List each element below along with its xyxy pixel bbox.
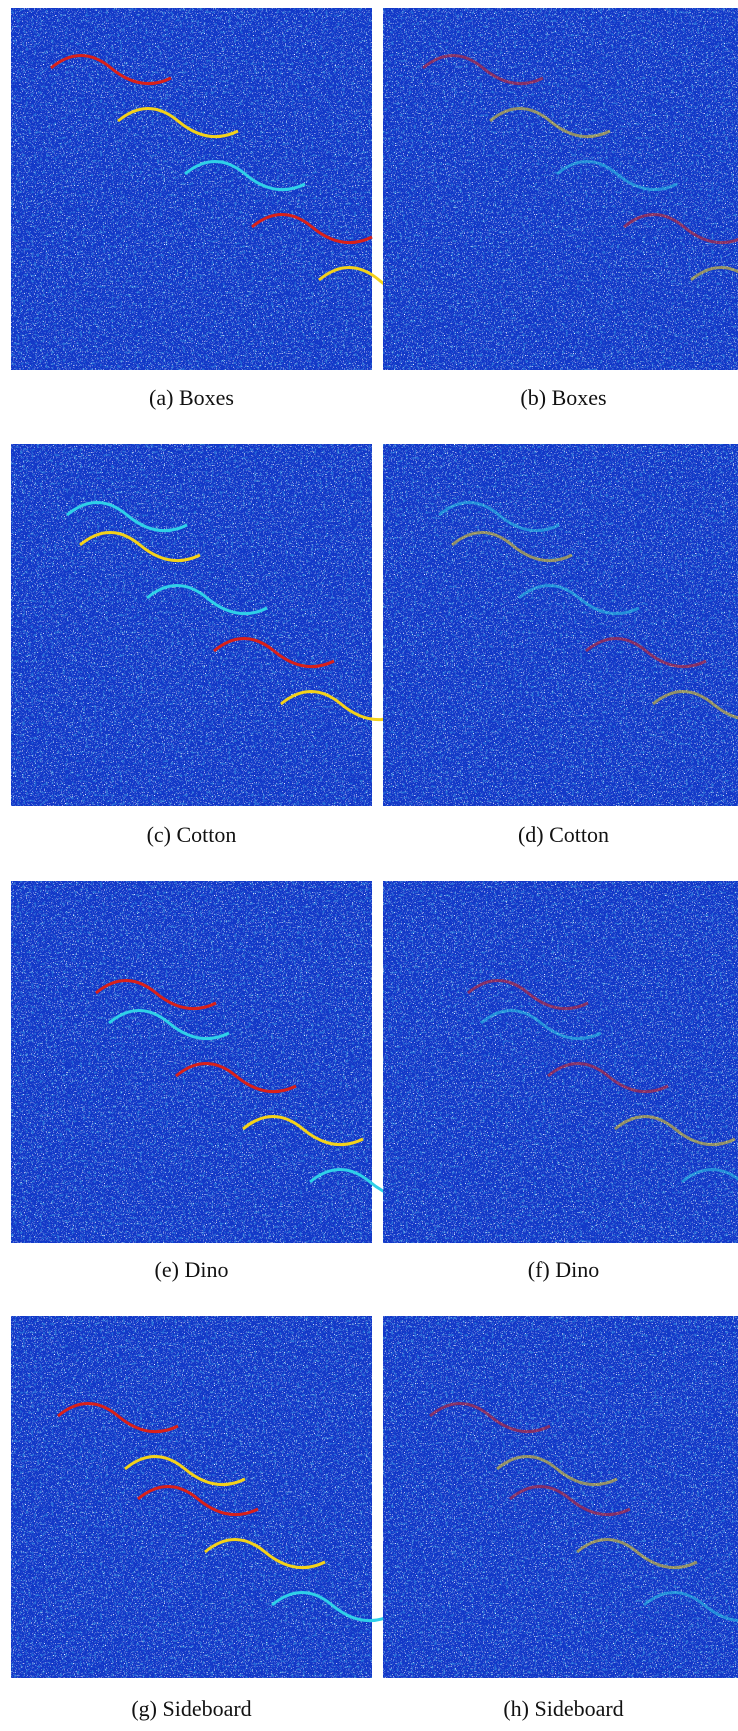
image-panel — [383, 8, 738, 370]
image-speckle — [383, 8, 738, 370]
panel-caption: (d) Cotton — [518, 822, 609, 847]
panel-caption: (a) Boxes — [149, 385, 234, 410]
image-speckle — [11, 881, 372, 1243]
figure: (a) Boxes (b) Boxes (c) Cotton (d) Cotton (e… — [0, 0, 738, 1731]
page: (a) Boxes (b) Boxes (c) Cotton (d) Cotton (e… — [0, 0, 738, 1731]
image-panel — [11, 444, 401, 806]
panel-caption: (f) Dino — [528, 1257, 599, 1282]
image-panel — [11, 881, 430, 1243]
image-panel — [383, 881, 738, 1243]
image-panel — [11, 1316, 392, 1678]
image-speckle — [383, 881, 738, 1243]
panel-caption: (g) Sideboard — [131, 1696, 251, 1721]
panel-caption: (c) Cotton — [147, 822, 237, 847]
image-speckle — [11, 1316, 372, 1678]
image-panel — [11, 8, 439, 370]
image-speckle — [383, 1316, 738, 1678]
image-panel — [383, 444, 738, 806]
panel-caption: (h) Sideboard — [503, 1696, 623, 1721]
panel-caption: (e) Dino — [155, 1257, 229, 1282]
panel-caption: (b) Boxes — [520, 385, 606, 410]
image-speckle — [11, 444, 372, 806]
image-speckle — [383, 444, 738, 806]
image-speckle — [11, 8, 372, 370]
image-panel — [383, 1316, 738, 1678]
